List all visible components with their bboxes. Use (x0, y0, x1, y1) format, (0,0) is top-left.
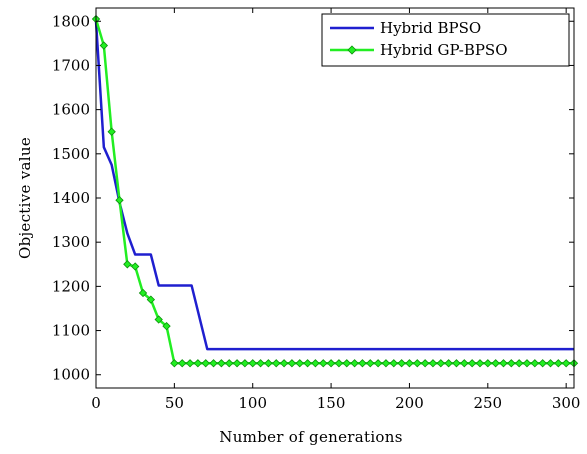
data-point-hybrid-gp-bpso (154, 315, 163, 324)
y-tick-label: 1000 (52, 366, 90, 384)
legend: Hybrid BPSO Hybrid GP-BPSO (321, 13, 570, 67)
x-tick-label: 100 (238, 394, 267, 412)
series-line-hybrid-bpso (94, 21, 574, 351)
plot-area (96, 8, 574, 388)
series-layer (91, 14, 579, 368)
data-point-hybrid-gp-bpso (350, 359, 359, 368)
y-tick-label: 1300 (52, 233, 90, 251)
y-tick-label: 1700 (52, 56, 90, 74)
data-point-hybrid-gp-bpso (381, 359, 391, 368)
data-point-hybrid-gp-bpso (287, 359, 297, 368)
data-point-hybrid-gp-bpso (373, 359, 383, 368)
y-tick-label: 1600 (52, 101, 90, 119)
data-point-hybrid-gp-bpso (491, 359, 500, 368)
y-tick-label: 1800 (52, 12, 90, 30)
y-tick-label: 1200 (52, 277, 90, 295)
data-point-hybrid-gp-bpso (444, 359, 453, 368)
data-point-hybrid-gp-bpso (303, 359, 312, 368)
x-tick-label: 200 (395, 394, 424, 412)
data-point-hybrid-gp-bpso (436, 359, 445, 368)
data-point-hybrid-gp-bpso (326, 359, 336, 368)
data-point-hybrid-gp-bpso (232, 359, 242, 368)
data-point-hybrid-gp-bpso (264, 359, 273, 368)
data-point-hybrid-gp-bpso (428, 359, 438, 368)
legend-marker-hybrid-gp-bpso (347, 45, 357, 55)
data-point-hybrid-gp-bpso (272, 359, 281, 368)
data-point-hybrid-gp-bpso (554, 359, 563, 368)
data-point-hybrid-gp-bpso (420, 359, 430, 368)
data-point-hybrid-gp-bpso (107, 127, 116, 136)
data-point-hybrid-gp-bpso (358, 359, 367, 368)
legend-label-hybrid-gp-bpso: Hybrid GP-BPSO (380, 41, 508, 59)
data-point-hybrid-gp-bpso (162, 321, 171, 331)
data-point-hybrid-gp-bpso (170, 359, 179, 368)
data-point-hybrid-gp-bpso (561, 359, 571, 368)
data-point-hybrid-gp-bpso (319, 359, 328, 368)
legend-box (321, 13, 570, 67)
data-point-hybrid-gp-bpso (334, 359, 344, 368)
legend-label-hybrid-bpso: Hybrid BPSO (380, 19, 481, 37)
data-point-hybrid-gp-bpso (452, 359, 461, 368)
data-point-hybrid-gp-bpso (342, 359, 351, 368)
y-tick-label: 1100 (52, 322, 90, 340)
data-point-hybrid-gp-bpso (499, 359, 508, 368)
data-point-hybrid-gp-bpso (475, 359, 485, 368)
x-tick-label: 250 (473, 394, 502, 412)
data-point-hybrid-gp-bpso (209, 359, 218, 368)
data-point-hybrid-gp-bpso (115, 196, 124, 205)
data-point-hybrid-gp-bpso (146, 295, 156, 304)
data-point-hybrid-gp-bpso (240, 359, 250, 368)
data-point-hybrid-gp-bpso (467, 359, 477, 368)
data-point-hybrid-gp-bpso (522, 359, 532, 368)
data-point-hybrid-gp-bpso (366, 359, 375, 368)
data-point-hybrid-gp-bpso (530, 359, 539, 368)
data-point-hybrid-gp-bpso (460, 359, 469, 368)
data-point-hybrid-gp-bpso (217, 359, 226, 368)
x-tick-label: 0 (91, 394, 101, 412)
data-point-hybrid-gp-bpso (507, 359, 516, 368)
data-point-hybrid-gp-bpso (295, 359, 304, 368)
data-point-hybrid-gp-bpso (185, 359, 195, 368)
data-point-hybrid-gp-bpso (389, 359, 398, 368)
data-point-hybrid-gp-bpso (311, 359, 320, 368)
y-tick-label: 1400 (52, 189, 90, 207)
data-point-hybrid-gp-bpso (538, 359, 547, 368)
data-point-hybrid-gp-bpso (99, 41, 109, 50)
data-point-hybrid-gp-bpso (248, 359, 257, 368)
data-point-hybrid-gp-bpso (413, 359, 422, 368)
x-tick-label: 50 (165, 394, 184, 412)
data-point-hybrid-gp-bpso (405, 359, 414, 368)
data-point-hybrid-gp-bpso (397, 359, 406, 368)
data-point-hybrid-gp-bpso (279, 359, 289, 368)
data-point-hybrid-gp-bpso (256, 359, 265, 368)
data-point-hybrid-gp-bpso (546, 359, 555, 368)
data-point-hybrid-gp-bpso (201, 359, 210, 368)
data-point-hybrid-gp-bpso (131, 262, 140, 271)
data-point-hybrid-gp-bpso (483, 359, 492, 368)
data-point-hybrid-gp-bpso (514, 359, 524, 368)
x-axis-title: Number of generations (219, 428, 402, 446)
data-point-hybrid-gp-bpso (138, 288, 148, 298)
x-tick-label: 300 (552, 394, 581, 412)
data-point-hybrid-gp-bpso (225, 359, 234, 368)
tick-layer: 0 50 100 150 200 250 300 1000 1100 1200 1300 1400 15… (52, 8, 581, 412)
data-point-hybrid-gp-bpso (193, 359, 203, 368)
data-point-hybrid-gp-bpso (178, 359, 187, 368)
y-axis-title: Objective value (16, 137, 34, 259)
y-tick-label: 1500 (52, 145, 90, 163)
data-point-hybrid-gp-bpso (123, 260, 132, 269)
x-tick-label: 150 (317, 394, 346, 412)
